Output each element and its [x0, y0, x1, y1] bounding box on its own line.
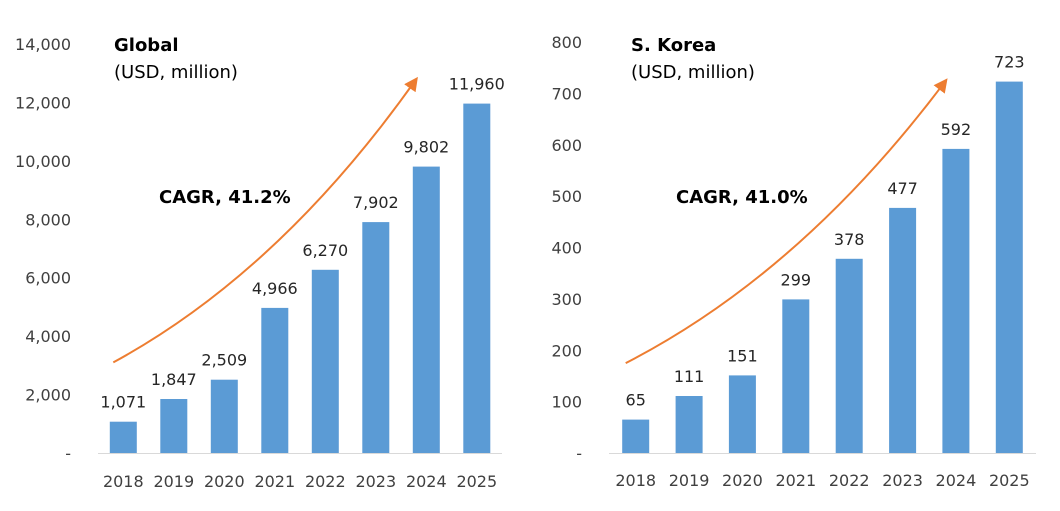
global-bar-2021: [261, 307, 289, 453]
global-y-tick-label: 10,000: [15, 152, 71, 171]
global-bar-2024: [412, 166, 440, 453]
global-x-tick-label-2025: 2025: [456, 472, 497, 491]
korea-x-tick-label-2020: 2020: [722, 471, 763, 490]
global-value-label-2024: 9,802: [403, 138, 449, 157]
korea-bar-2020: [728, 375, 756, 453]
korea-x-tick-label-2018: 2018: [615, 471, 656, 490]
korea-value-label-2018: 65: [626, 391, 646, 410]
global-y-tick-label: 2,000: [25, 386, 71, 405]
korea-bar-2022: [835, 258, 863, 453]
global-chart-subtitle: (USD, million): [114, 62, 238, 83]
global-cagr-label: CAGR, 41.2%: [159, 187, 291, 208]
korea-value-labels: 65 111 151 299 378 477 592 723: [626, 53, 1025, 410]
korea-chart-title: S. Korea: [631, 35, 716, 56]
korea-y-tick-label: 200: [551, 341, 582, 360]
korea-y-tick-label: 300: [551, 290, 582, 309]
korea-value-label-2020: 151: [727, 346, 758, 365]
korea-bar-2021: [782, 299, 810, 453]
korea-y-tick-label: 800: [551, 33, 582, 52]
global-bar-2019: [160, 399, 188, 453]
global-cagr-arrow: [112, 76, 418, 364]
korea-value-label-2021: 299: [781, 270, 812, 289]
global-value-label-2023: 7,902: [353, 193, 399, 212]
global-y-tick-label: 6,000: [25, 269, 71, 288]
global-x-tick-label-2023: 2023: [355, 472, 396, 491]
korea-value-label-2024: 592: [941, 120, 972, 139]
global-x-tick-label-2018: 2018: [103, 472, 144, 491]
global-bar-2023: [362, 222, 390, 453]
korea-y-tick-label: 500: [551, 187, 582, 206]
korea-x-tick-label-2019: 2019: [669, 471, 710, 490]
global-x-tick-label-2022: 2022: [305, 472, 346, 491]
global-bars: [109, 103, 491, 453]
global-value-label-2018: 1,071: [100, 393, 146, 412]
korea-bar-2024: [942, 148, 970, 453]
global-y-tick-label: -: [65, 444, 71, 463]
korea-x-tick-label-2022: 2022: [829, 471, 870, 490]
korea-x-tick-label-2025: 2025: [989, 471, 1030, 490]
korea-bar-2023: [889, 207, 917, 453]
global-value-label-2022: 6,270: [302, 241, 348, 260]
global-x-tick-label-2020: 2020: [204, 472, 245, 491]
global-bar-2018: [109, 421, 137, 453]
global-y-tick-label: 4,000: [25, 327, 71, 346]
global-value-label-2021: 4,966: [252, 279, 298, 298]
global-chart-title: Global: [114, 35, 179, 56]
global-x-axis: 2018 2019 2020 2021 2022 2023 2024 2025: [103, 472, 497, 491]
korea-bar-2025: [995, 81, 1023, 453]
global-bar-2025: [463, 103, 491, 453]
global-value-label-2019: 1,847: [151, 370, 197, 389]
korea-y-axis: - 100 200 300 400 500 600 700 800: [551, 33, 582, 463]
global-x-tick-label-2019: 2019: [153, 472, 194, 491]
korea-chart-subtitle: (USD, million): [631, 62, 755, 83]
korea-value-label-2019: 111: [674, 367, 705, 386]
korea-x-axis: 2018 2019 2020 2021 2022 2023 2024 2025: [615, 471, 1029, 490]
korea-bar-2019: [675, 396, 703, 453]
korea-bars: [622, 81, 1023, 453]
global-y-axis: - 2,000 4,000 6,000 8,000 10,000 12,000 14,000: [15, 35, 71, 463]
global-value-label-2025: 11,960: [449, 75, 505, 94]
korea-value-label-2025: 723: [994, 53, 1025, 72]
global-x-tick-label-2024: 2024: [406, 472, 447, 491]
korea-value-label-2023: 477: [887, 179, 918, 198]
global-bar-2020: [210, 379, 238, 453]
korea-bar-2018: [622, 419, 650, 453]
korea-x-tick-label-2021: 2021: [775, 471, 816, 490]
korea-value-label-2022: 378: [834, 230, 865, 249]
korea-cagr-arrow: [625, 78, 948, 364]
korea-x-tick-label-2023: 2023: [882, 471, 923, 490]
korea-y-tick-label: -: [576, 444, 582, 463]
korea-cagr-label: CAGR, 41.0%: [676, 187, 808, 208]
korea-y-tick-label: 400: [551, 239, 582, 258]
korea-y-tick-label: 700: [551, 84, 582, 103]
korea-y-tick-label: 100: [551, 393, 582, 412]
korea-x-tick-label-2024: 2024: [936, 471, 977, 490]
korea-market-chart: 65 111 151 299 378 477 592 723 - 100 200 300 400 500…: [551, 33, 1036, 490]
global-value-label-2020: 2,509: [201, 351, 247, 370]
global-x-tick-label-2021: 2021: [254, 472, 295, 491]
global-y-tick-label: 12,000: [15, 93, 71, 112]
global-bar-2022: [311, 269, 339, 453]
global-y-tick-label: 8,000: [25, 210, 71, 229]
global-y-tick-label: 14,000: [15, 35, 71, 54]
korea-y-tick-label: 600: [551, 136, 582, 155]
